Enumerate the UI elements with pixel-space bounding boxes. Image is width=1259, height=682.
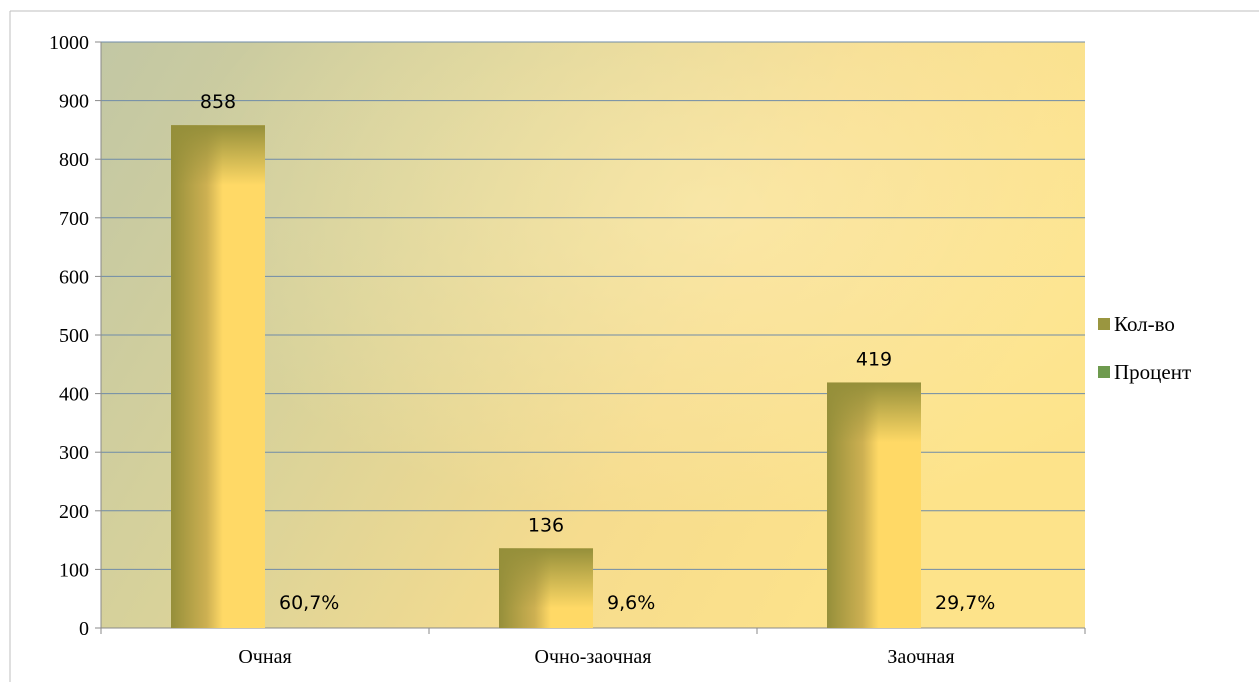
y-tick-label: 100 bbox=[59, 559, 89, 581]
bar-kol-vo-top-shade bbox=[827, 382, 921, 443]
y-tick-label: 0 bbox=[79, 618, 89, 640]
legend-label: Процент bbox=[1114, 360, 1191, 384]
y-tick-label: 200 bbox=[59, 501, 89, 523]
data-labels: 858 60,7% 136 9,6% 419 29,7% bbox=[200, 91, 995, 614]
legend-label: Кол-во bbox=[1114, 312, 1175, 336]
bar-procent bbox=[593, 622, 687, 628]
y-tick-label: 300 bbox=[59, 442, 89, 464]
data-label-procent: 60,7% bbox=[279, 592, 339, 614]
data-label-kol-vo: 858 bbox=[200, 91, 236, 113]
bar-kol-vo-top-shade bbox=[499, 548, 593, 609]
bar-kol-vo bbox=[171, 125, 265, 628]
y-tick-label: 900 bbox=[59, 91, 89, 113]
legend: Кол-во Процент bbox=[1098, 312, 1191, 384]
y-tick-label: 1000 bbox=[49, 32, 89, 54]
y-tick-label: 800 bbox=[59, 149, 89, 171]
data-label-procent: 29,7% bbox=[935, 592, 995, 614]
legend-swatch bbox=[1098, 318, 1110, 330]
data-label-kol-vo: 419 bbox=[856, 348, 892, 370]
y-tick-label: 500 bbox=[59, 325, 89, 347]
x-category-label: Заочная bbox=[887, 646, 954, 668]
bar-kol-vo-top-shade bbox=[171, 125, 265, 186]
x-category-label: Очно-заочная bbox=[535, 646, 652, 668]
legend-swatch bbox=[1098, 366, 1110, 378]
bars bbox=[171, 125, 921, 628]
x-category-label: Очная bbox=[238, 646, 291, 668]
y-tick-label: 600 bbox=[59, 266, 89, 288]
y-tick-label: 700 bbox=[59, 208, 89, 230]
data-label-kol-vo: 136 bbox=[528, 514, 564, 536]
y-tick-label: 400 bbox=[59, 384, 89, 406]
data-label-procent: 9,6% bbox=[607, 592, 655, 614]
